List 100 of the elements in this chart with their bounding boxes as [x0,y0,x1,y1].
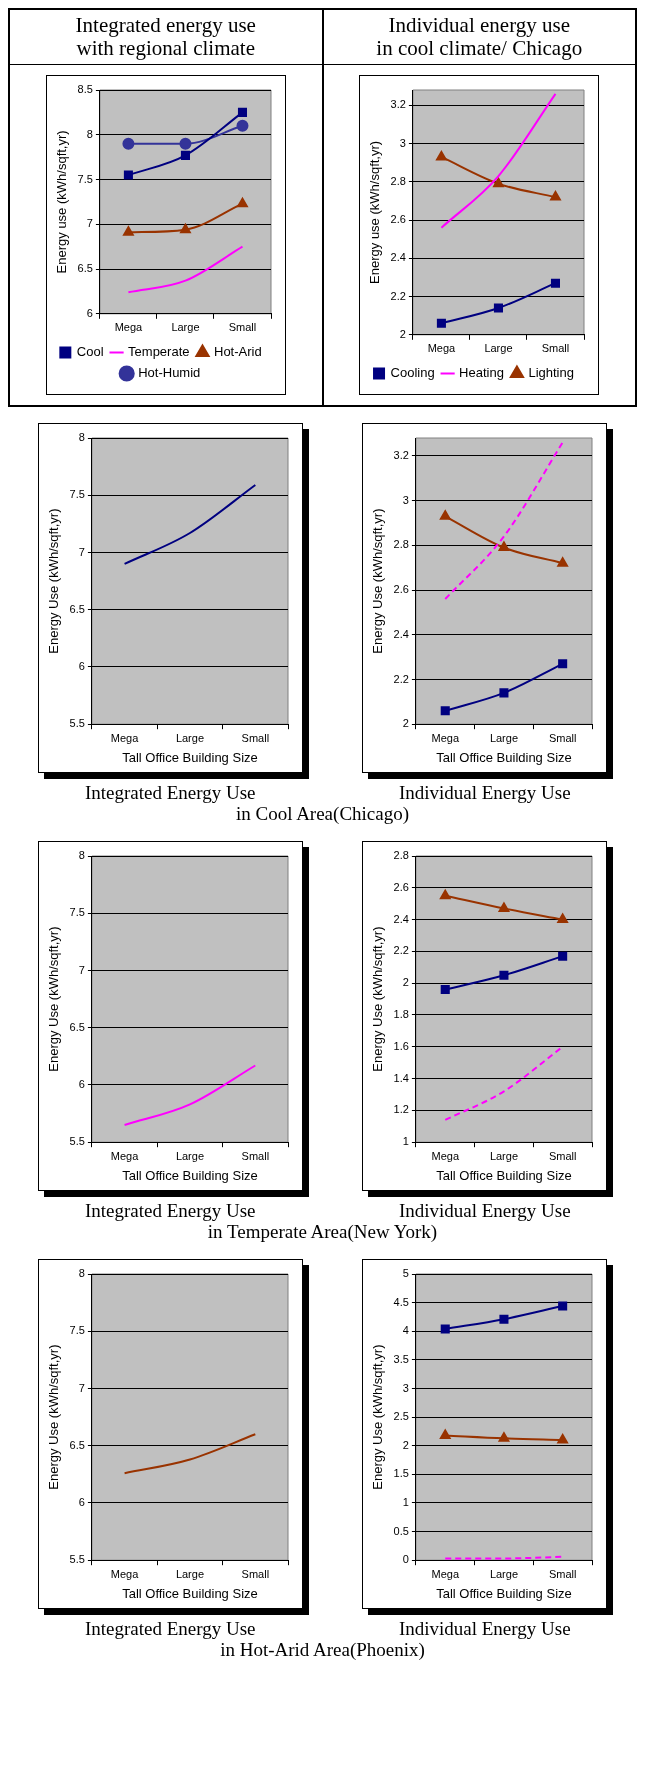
legend-label: Hot-Arid [213,344,262,360]
y-tick-label: 8.5 [77,83,93,96]
x-tick-label: Small [228,321,256,334]
y-tick-label: 7 [78,1381,85,1394]
x-tick-label: Mega [431,732,461,745]
x-tick-label: Mega [110,1149,139,1162]
y-tick-label: 7.5 [69,1324,85,1337]
text: Individual Energy Use [398,1617,571,1640]
y-tick-label: 1.2 [393,1103,410,1116]
y-tick-label: 3.2 [390,98,407,111]
x-tick-label: Mega [114,321,143,334]
x-tick-label: Small [241,1149,269,1162]
y-tick-label: 6.5 [77,262,93,275]
y-tick-label: 7 [86,217,93,230]
y-tick-label: 0 [403,1552,410,1565]
x-tick-label: Small [241,1567,269,1580]
x-tick-label: Large [175,732,204,745]
y-tick-label: 0.5 [393,1524,410,1537]
y-axis-title: Energy Use (kWh/sqft,yr) [370,926,386,1072]
legend-label: Lighting [528,365,575,381]
chart-title: Integrated energy use with regional climate [10,10,322,66]
y-tick-label: 3 [403,1381,410,1394]
y-tick-label: 4 [403,1324,410,1337]
legend-label: Cooling [390,365,435,381]
y-axis-title: Energy Use (kWh/sqft,yr) [46,508,62,654]
y-tick-label: 1 [403,1135,410,1148]
y-tick-label: 2.2 [393,672,410,685]
y-tick-label: 6.5 [69,602,85,615]
y-tick-label: 6 [86,307,93,320]
y-axis-title: Energy Use (kWh/sqft,yr) [46,926,62,1072]
y-axis-title: Energy Use (kWh/sqft,yr) [370,508,386,654]
y-tick-label: 6.5 [69,1438,85,1451]
y-tick-label: 1.5 [393,1467,410,1480]
y-tick-label: 6.5 [69,1020,85,1033]
text: Integrated Energy Use [84,1199,256,1222]
y-tick-label: 2 [403,717,410,730]
x-axis-title: Tall Office Building Size [121,1167,258,1183]
y-tick-label: 2.8 [390,175,407,188]
y-tick-label: 5.5 [69,717,85,730]
y-tick-label: 2.4 [390,251,407,264]
y-tick-label: 6 [78,1077,85,1090]
chart-title: Individual energy use in cool climate/ Chicago [323,10,635,66]
y-tick-label: 2.2 [390,289,407,302]
x-tick-label: Small [549,732,577,745]
x-axis-title: Tall Office Building Size [121,1585,258,1601]
y-axis-title: Energy use (kWh/sqft,yr) [367,141,383,285]
x-axis-title: Tall Office Building Size [436,1167,572,1183]
legend-label: Heating [459,365,505,381]
x-tick-label: Mega [431,1567,461,1580]
y-tick-label: 2.6 [393,583,410,596]
y-axis-title: Energy Use (kWh/sqft,yr) [46,1344,62,1490]
x-axis-title: Tall Office Building Size [436,1585,572,1601]
y-tick-label: 4.5 [393,1295,410,1308]
y-tick-label: 2.6 [390,213,407,226]
y-axis-title: Energy Use (kWh/sqft,yr) [370,1344,386,1490]
y-tick-label: 6 [78,1495,85,1508]
y-tick-label: 5.5 [69,1552,85,1565]
y-tick-label: 7.5 [77,172,93,185]
y-tick-label: 1.6 [393,1039,410,1052]
y-tick-label: 5.5 [69,1135,85,1148]
y-tick-label: 2.5 [393,1409,410,1422]
legend-label: Hot-Humid [137,365,201,381]
y-tick-label: 2 [403,976,410,989]
x-tick-label: Large [490,732,519,745]
y-tick-label: 5 [403,1266,410,1279]
x-tick-label: Small [549,1567,577,1580]
x-tick-label: Mega [427,342,457,355]
y-tick-label: 7 [78,545,85,558]
y-tick-label: 7 [78,963,85,976]
y-tick-label: 3 [403,493,410,506]
y-tick-label: 2 [403,1438,410,1451]
x-tick-label: Mega [110,732,139,745]
y-tick-label: 2.4 [393,912,410,925]
text: in Cool Area(Chicago) [234,803,411,825]
y-tick-label: 2.4 [393,627,410,640]
y-tick-label: 2.6 [393,880,410,893]
y-tick-label: 2 [400,328,407,341]
y-tick-label: 6 [78,660,85,673]
text: Individual Energy Use [398,1199,571,1222]
y-tick-label: 8 [78,1266,85,1279]
y-tick-label: 2.8 [393,849,410,861]
x-tick-label: Large [490,1149,519,1162]
x-tick-label: Large [175,1149,204,1162]
y-tick-label: 8 [78,849,85,861]
legend-label: Temperate [127,344,190,360]
text: Integrated Energy Use [84,782,256,805]
x-tick-label: Small [541,342,570,355]
y-tick-label: 7.5 [69,488,85,501]
x-tick-label: Small [549,1149,577,1162]
y-tick-label: 3.5 [393,1352,410,1365]
text: in Hot-Arid Area(Phoenix) [220,1638,426,1661]
x-tick-label: Small [241,732,269,745]
y-axis-title: Energy use (kWh/sqft,yr) [54,130,70,274]
y-tick-label: 1 [403,1495,410,1508]
legend-label: Cool [76,344,104,360]
x-tick-label: Large [175,1567,204,1580]
y-tick-label: 8 [78,431,85,444]
y-tick-label: 2.8 [393,538,410,551]
x-tick-label: Mega [110,1567,139,1580]
y-tick-label: 2.2 [393,944,410,957]
